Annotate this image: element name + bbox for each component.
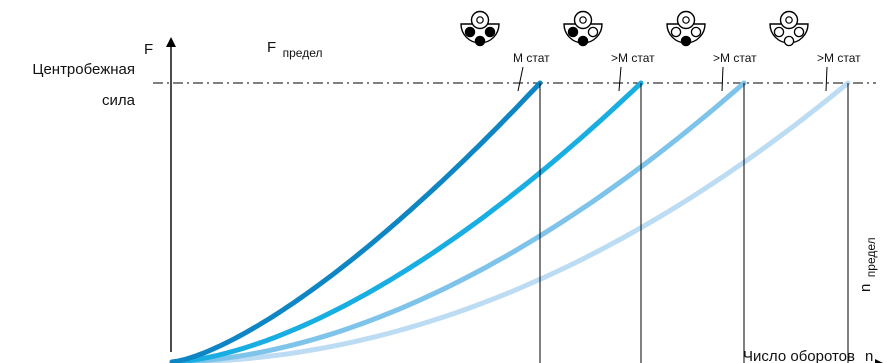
speed-limit-label: n предел <box>857 237 878 292</box>
weight-filled <box>680 35 692 47</box>
x-axis-letter: n <box>865 348 873 363</box>
rotor-icon-4 <box>769 10 809 47</box>
rotor-axle <box>476 16 484 24</box>
rotor-label-4: >M стат <box>817 51 861 65</box>
rotor-icon-1 <box>460 10 500 47</box>
weight-empty <box>690 26 702 38</box>
force-curves <box>169 80 851 363</box>
y-axis-name-line2: сила <box>102 92 136 109</box>
force-curve-1 <box>169 80 543 363</box>
rotor-icon-3 <box>666 10 706 47</box>
weight-empty <box>793 26 805 38</box>
force-limit-label: F предел <box>267 39 323 60</box>
y-axis-name-line1: Центробежная <box>32 61 135 78</box>
force-limit-sub: предел <box>283 46 323 60</box>
weight-filled <box>484 26 496 38</box>
leader-line-2 <box>618 66 622 92</box>
weight-empty <box>587 26 599 38</box>
weight-empty <box>773 26 785 38</box>
x-axis-name: Число оборотов <box>743 348 855 363</box>
leader-line-4 <box>825 66 828 92</box>
label-leader-lines <box>517 66 828 92</box>
rotor-axle <box>579 16 587 24</box>
force-curve-2 <box>169 80 644 363</box>
y-axis-letter: F <box>144 41 153 58</box>
rotor-axle <box>785 16 793 24</box>
force-curve-3 <box>169 80 747 363</box>
rotor-icons: M стат >M стат >M стат >M стат <box>460 10 861 65</box>
weight-empty <box>670 26 682 38</box>
weight-filled <box>567 26 579 38</box>
force-limit-main: F <box>267 39 276 56</box>
speed-limit-sub: предел <box>864 237 878 277</box>
rotor-axle <box>682 16 690 24</box>
rotor-icon-2 <box>563 10 603 47</box>
speed-drop-lines <box>539 83 849 363</box>
weight-empty <box>783 35 795 47</box>
force-curve-4 <box>169 80 851 363</box>
leader-line-1 <box>517 66 524 92</box>
rotor-label-2: >M стат <box>611 51 655 65</box>
speed-limit-main: n <box>857 284 874 292</box>
leader-line-3 <box>721 66 724 92</box>
weight-filled <box>464 26 476 38</box>
weight-filled <box>474 35 486 47</box>
rotor-label-3: >M стат <box>713 51 757 65</box>
weight-filled <box>577 35 589 47</box>
rotor-label-1: M стат <box>513 51 550 65</box>
